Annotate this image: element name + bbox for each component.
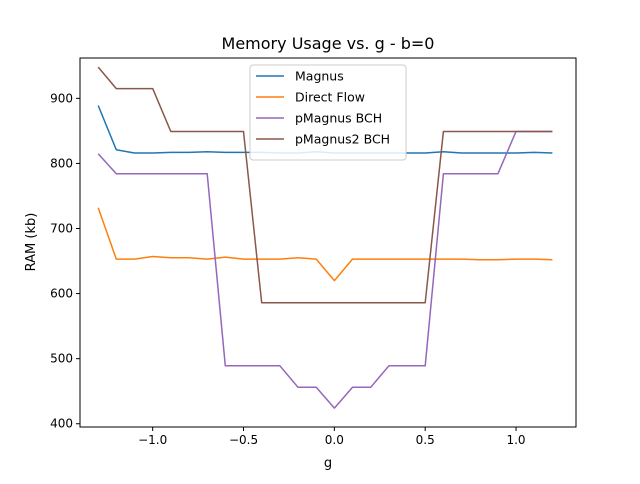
- y-tick-label: 600: [50, 287, 73, 301]
- legend-label-pmagnus-bch: pMagnus BCH: [295, 111, 382, 126]
- y-tick-label: 500: [50, 352, 73, 366]
- x-axis-ticks: −1.0 −0.5 0.0 0.5 1.0: [138, 427, 526, 447]
- plot-frame: [79, 57, 577, 428]
- legend-label-pmagnus2-bch: pMagnus2 BCH: [295, 132, 390, 147]
- y-tick-label: 800: [50, 156, 73, 170]
- x-tick-label: −0.5: [229, 433, 258, 447]
- legend-label-direct-flow: Direct Flow: [295, 90, 365, 105]
- y-axis-ticks: 400 500 600 700 800 900: [50, 91, 80, 431]
- legend-box: [249, 64, 407, 161]
- x-tick-label: 1.0: [506, 433, 525, 447]
- y-tick-label: 900: [50, 91, 73, 105]
- x-axis-label: g: [324, 456, 332, 471]
- x-tick-label: 0.0: [325, 433, 344, 447]
- series-line-direct-flow: [97, 207, 553, 282]
- x-tick-label: 0.5: [416, 433, 435, 447]
- y-tick-label: 400: [50, 417, 73, 431]
- series-line-pmagnus2-bch: [97, 66, 553, 304]
- y-tick-label: 700: [50, 222, 73, 236]
- chart-title: Memory Usage vs. g - b=0: [222, 34, 435, 53]
- legend: Magnus Direct Flow pMagnus BCH pMagnus2 BCH: [249, 64, 407, 161]
- legend-label-magnus: Magnus: [295, 69, 344, 84]
- x-tick-label: −1.0: [138, 433, 167, 447]
- plot-series-group: [97, 66, 553, 409]
- series-line-pmagnus-bch: [97, 130, 553, 409]
- y-axis-label: RAM (kb): [24, 213, 39, 272]
